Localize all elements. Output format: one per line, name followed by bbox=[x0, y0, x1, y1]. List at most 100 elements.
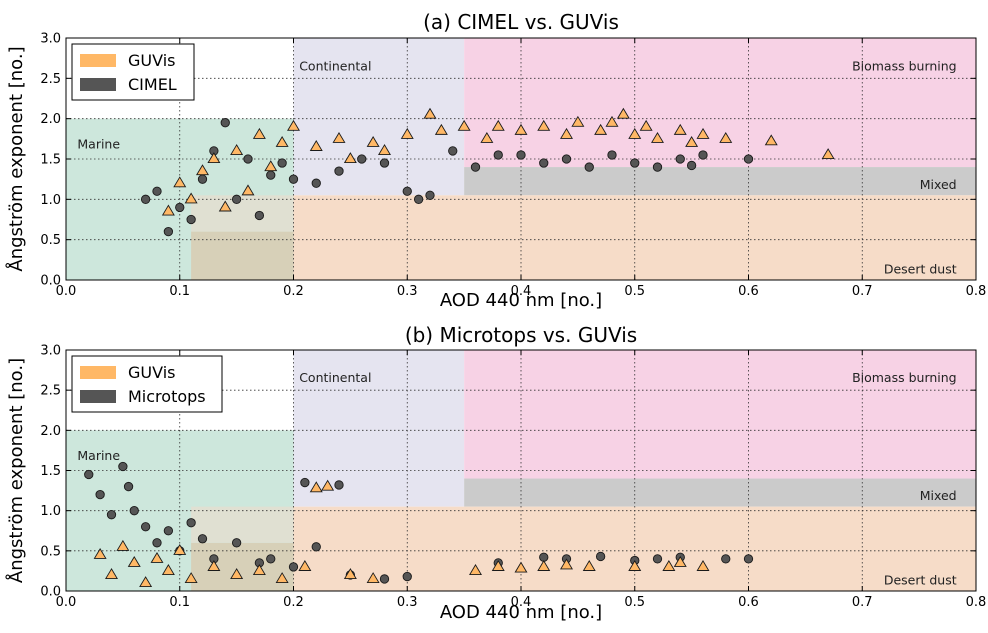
x-tick-label: 0.7 bbox=[852, 595, 873, 610]
region-label-continental: Continental bbox=[299, 370, 371, 385]
data-point bbox=[721, 554, 731, 564]
x-tick-label: 0.6 bbox=[738, 595, 759, 610]
region-label-desert-dust: Desert dust bbox=[884, 262, 957, 277]
data-point bbox=[288, 174, 299, 184]
chart-title: (b) Microtops vs. GUVis bbox=[405, 323, 637, 347]
data-point bbox=[607, 150, 617, 160]
x-tick-label: 0.5 bbox=[624, 284, 645, 299]
x-tick-label: 0.0 bbox=[56, 284, 77, 299]
data-point bbox=[197, 174, 208, 184]
data-point bbox=[423, 107, 437, 119]
data-point bbox=[582, 560, 596, 571]
region-label-mixed: Mixed bbox=[920, 488, 957, 503]
y-tick-label: 0.5 bbox=[40, 544, 61, 559]
data-point bbox=[243, 154, 253, 164]
panel-a: Marine Continental Biomass burning Mixed Des… bbox=[5, 10, 986, 311]
data-point bbox=[252, 564, 266, 575]
data-point bbox=[343, 568, 357, 579]
region-label-marine: Marine bbox=[77, 448, 120, 463]
data-point bbox=[105, 568, 118, 579]
data-point bbox=[163, 226, 174, 237]
data-point bbox=[127, 556, 141, 567]
data-point bbox=[514, 561, 528, 573]
data-point bbox=[662, 560, 676, 571]
legend-swatch bbox=[80, 390, 116, 403]
data-point bbox=[275, 135, 289, 147]
data-point bbox=[628, 560, 642, 571]
data-point bbox=[309, 481, 323, 493]
panel-b: Marine Continental Biomass burning Mixed Des… bbox=[5, 323, 986, 623]
data-point bbox=[287, 119, 300, 131]
x-tick-label: 0.4 bbox=[511, 595, 532, 610]
data-point bbox=[584, 162, 594, 172]
legend-swatch bbox=[80, 366, 116, 379]
x-tick-label: 0.8 bbox=[966, 284, 987, 299]
data-point bbox=[163, 526, 174, 536]
x-tick-label: 0.6 bbox=[738, 284, 759, 299]
data-point bbox=[594, 123, 608, 135]
data-point bbox=[311, 542, 321, 552]
data-point bbox=[539, 158, 549, 168]
data-point bbox=[673, 123, 687, 135]
data-point bbox=[334, 480, 344, 490]
region-overlap-6 bbox=[191, 195, 294, 232]
data-point bbox=[334, 166, 344, 176]
region-label-marine: Marine bbox=[77, 137, 120, 152]
x-tick-label: 0.2 bbox=[283, 284, 304, 299]
y-tick-label: 3.0 bbox=[40, 344, 61, 359]
data-point bbox=[493, 150, 503, 160]
data-point bbox=[218, 200, 232, 212]
data-point bbox=[139, 576, 153, 588]
legend: GUVis Microtops bbox=[71, 355, 223, 413]
region-mixed bbox=[464, 478, 976, 507]
data-point bbox=[321, 479, 335, 491]
y-tick-label: 2.0 bbox=[40, 112, 61, 127]
data-point bbox=[231, 538, 242, 548]
data-point bbox=[595, 551, 606, 562]
data-point bbox=[254, 210, 265, 221]
data-point bbox=[357, 154, 367, 164]
data-point bbox=[288, 562, 299, 572]
data-point bbox=[821, 148, 835, 160]
data-point bbox=[434, 123, 448, 135]
data-point bbox=[264, 160, 278, 172]
data-point bbox=[186, 214, 196, 225]
data-point bbox=[652, 554, 663, 564]
legend-label: CIMEL bbox=[128, 75, 177, 94]
legend-swatch bbox=[80, 54, 116, 67]
data-point bbox=[379, 574, 390, 584]
y-axis-label: Ångström exponent [no.] bbox=[5, 46, 27, 271]
data-point bbox=[123, 481, 134, 492]
data-point bbox=[457, 119, 471, 131]
series-guvis bbox=[93, 479, 710, 588]
data-point bbox=[230, 568, 244, 579]
data-point bbox=[196, 164, 209, 176]
region-desert-dust bbox=[293, 195, 976, 280]
region-continental bbox=[293, 350, 465, 507]
data-point bbox=[84, 469, 94, 480]
data-point bbox=[491, 560, 505, 571]
data-point bbox=[230, 144, 244, 155]
series-guvis bbox=[161, 107, 835, 216]
data-point bbox=[220, 118, 230, 128]
data-point bbox=[197, 534, 208, 544]
data-point bbox=[231, 194, 242, 204]
region-label-mixed: Mixed bbox=[920, 177, 957, 192]
data-point bbox=[161, 204, 175, 216]
y-tick-label: 0.5 bbox=[40, 233, 61, 248]
y-tick-label: 1.5 bbox=[40, 153, 61, 168]
legend-label: Microtops bbox=[128, 387, 206, 406]
x-tick-label: 0.8 bbox=[966, 595, 987, 610]
data-point bbox=[266, 554, 276, 564]
data-point bbox=[560, 558, 573, 570]
region-biomass-burning bbox=[464, 350, 976, 479]
data-point bbox=[628, 127, 642, 139]
data-point bbox=[400, 127, 414, 139]
data-point bbox=[266, 170, 276, 180]
x-tick-label: 0.3 bbox=[397, 595, 418, 610]
region-overlap-6 bbox=[191, 506, 294, 543]
data-point bbox=[116, 539, 130, 551]
x-axis-label: AOD 440 nm [no.] bbox=[440, 290, 602, 311]
legend: GUVis CIMEL bbox=[71, 43, 195, 101]
